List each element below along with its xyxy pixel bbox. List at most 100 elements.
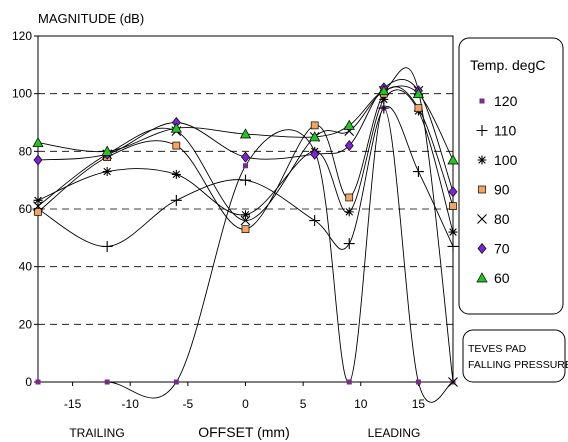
legend-marker-100 xyxy=(477,155,487,165)
data-point-90-0 xyxy=(34,208,42,216)
legend: Temp. degC 120 110 100 90 80 70 60 xyxy=(458,37,564,315)
data-point-80-8 xyxy=(448,377,458,387)
legend-marker-70 xyxy=(477,242,487,255)
data-point-110-3 xyxy=(240,174,251,186)
data-point-100-8 xyxy=(448,227,458,237)
data-point-60-1 xyxy=(101,145,113,156)
data-point-100-3 xyxy=(241,210,250,220)
data-point-100-0 xyxy=(33,195,43,205)
legend-marker-60 xyxy=(476,272,488,283)
y-tick-label-80: 80 xyxy=(19,144,33,158)
series-line-110 xyxy=(37,105,454,250)
data-point-110-7 xyxy=(412,166,424,178)
data-point-70-3 xyxy=(241,151,250,163)
x-tick-label-0: 0 xyxy=(242,397,249,411)
legend-marker-110 xyxy=(476,125,488,136)
legend-item-110: 110 xyxy=(476,123,517,139)
data-point-100-5 xyxy=(344,207,354,217)
data-point-120-0 xyxy=(35,379,41,385)
annotation-box xyxy=(462,329,566,383)
x-side-label-trailing: TRAILING xyxy=(69,426,124,440)
legend-marker-80 xyxy=(477,214,487,224)
annotation-line-2: FALLING PRESSURE xyxy=(468,359,568,371)
legend-item-80: 80 xyxy=(477,211,510,227)
data-point-70-5 xyxy=(344,140,354,152)
data-point-60-4 xyxy=(309,131,321,142)
data-point-70-8 xyxy=(448,186,458,198)
x-tick-label--10: -10 xyxy=(122,397,140,411)
legend-item-70: 70 xyxy=(477,241,510,257)
data-point-120-5 xyxy=(346,379,352,385)
x-tick-label-10: 10 xyxy=(354,397,368,411)
data-point-60-8 xyxy=(447,154,459,165)
legend-item-100: 100 xyxy=(477,152,518,168)
series-line-80 xyxy=(37,67,454,383)
legend-label-90: 90 xyxy=(494,182,510,198)
data-point-110-1 xyxy=(101,240,113,252)
legend-item-90: 90 xyxy=(478,182,510,198)
x-tick-label--15: -15 xyxy=(64,397,82,411)
legend-label-120: 120 xyxy=(494,93,518,109)
x-tick-label--5: -5 xyxy=(183,397,194,411)
data-point-60-5 xyxy=(343,119,355,130)
x-axis-label: OFFSET (mm) xyxy=(198,424,290,440)
data-point-60-0 xyxy=(32,136,44,148)
data-point-100-6 xyxy=(379,94,389,104)
x-tick-label-5: 5 xyxy=(300,397,307,411)
data-point-90-5 xyxy=(345,193,354,202)
y-tick-label-40: 40 xyxy=(19,260,33,274)
y-tick-label-20: 20 xyxy=(19,317,33,331)
legend-item-120: 120 xyxy=(479,93,518,109)
data-point-110-4 xyxy=(309,215,321,227)
data-point-80-3 xyxy=(240,215,251,226)
data-point-120-3 xyxy=(243,163,248,169)
y-axis-label: MAGNITUDE (dB) xyxy=(38,11,144,26)
x-side-label-leading: LEADING xyxy=(368,426,421,440)
data-point-110-5 xyxy=(343,238,355,250)
grid-lines xyxy=(38,93,453,325)
data-point-90-7 xyxy=(414,104,423,112)
data-point-80-0 xyxy=(33,201,43,212)
data-point-90-2 xyxy=(172,141,181,150)
legend-label-110: 110 xyxy=(494,123,517,139)
data-point-70-4 xyxy=(310,148,320,160)
y-tick-label-0: 0 xyxy=(25,375,32,389)
y-tick-label-100: 100 xyxy=(12,87,32,101)
data-point-100-1 xyxy=(102,167,112,177)
data-point-90-4 xyxy=(310,121,319,130)
data-point-100-2 xyxy=(171,169,181,179)
y-tick-label-60: 60 xyxy=(19,202,33,216)
series-line-120 xyxy=(38,107,454,403)
legend-items: 120 110 100 90 80 70 60 xyxy=(476,93,518,286)
annotation-line-1: TEVES PAD xyxy=(468,343,527,355)
data-point-60-6 xyxy=(378,85,390,96)
series-line-100 xyxy=(37,89,454,233)
data-point-120-1 xyxy=(104,379,110,385)
legend-item-60: 60 xyxy=(476,270,510,286)
data-point-120-2 xyxy=(173,379,179,385)
data-point-60-3 xyxy=(239,128,252,139)
data-point-110-8 xyxy=(447,240,459,252)
series-lines xyxy=(37,67,454,403)
data-point-60-2 xyxy=(170,122,182,133)
legend-marker-90 xyxy=(478,185,486,194)
legend-marker-120 xyxy=(479,98,485,104)
axis-ticks: 0 20 40 60 80 100 120 -15 -10 -5 0 5 10 15 xyxy=(12,29,425,411)
data-point-110-2 xyxy=(170,194,182,206)
x-tick-label-15: 15 xyxy=(412,397,426,411)
series-markers xyxy=(32,82,459,387)
legend-label-60: 60 xyxy=(494,270,510,286)
data-point-90-8 xyxy=(449,202,457,210)
data-point-70-0 xyxy=(33,154,43,166)
data-point-60-7 xyxy=(412,87,425,99)
data-point-120-7 xyxy=(415,379,421,385)
legend-box xyxy=(458,37,564,315)
annotation: TEVES PAD FALLING PRESSURE xyxy=(462,329,568,383)
y-tick-label-120: 120 xyxy=(12,29,32,43)
data-point-90-3 xyxy=(241,225,250,234)
legend-label-80: 80 xyxy=(494,211,510,227)
legend-label-70: 70 xyxy=(494,241,510,257)
legend-label-100: 100 xyxy=(494,152,518,168)
series-line-60 xyxy=(37,85,454,161)
